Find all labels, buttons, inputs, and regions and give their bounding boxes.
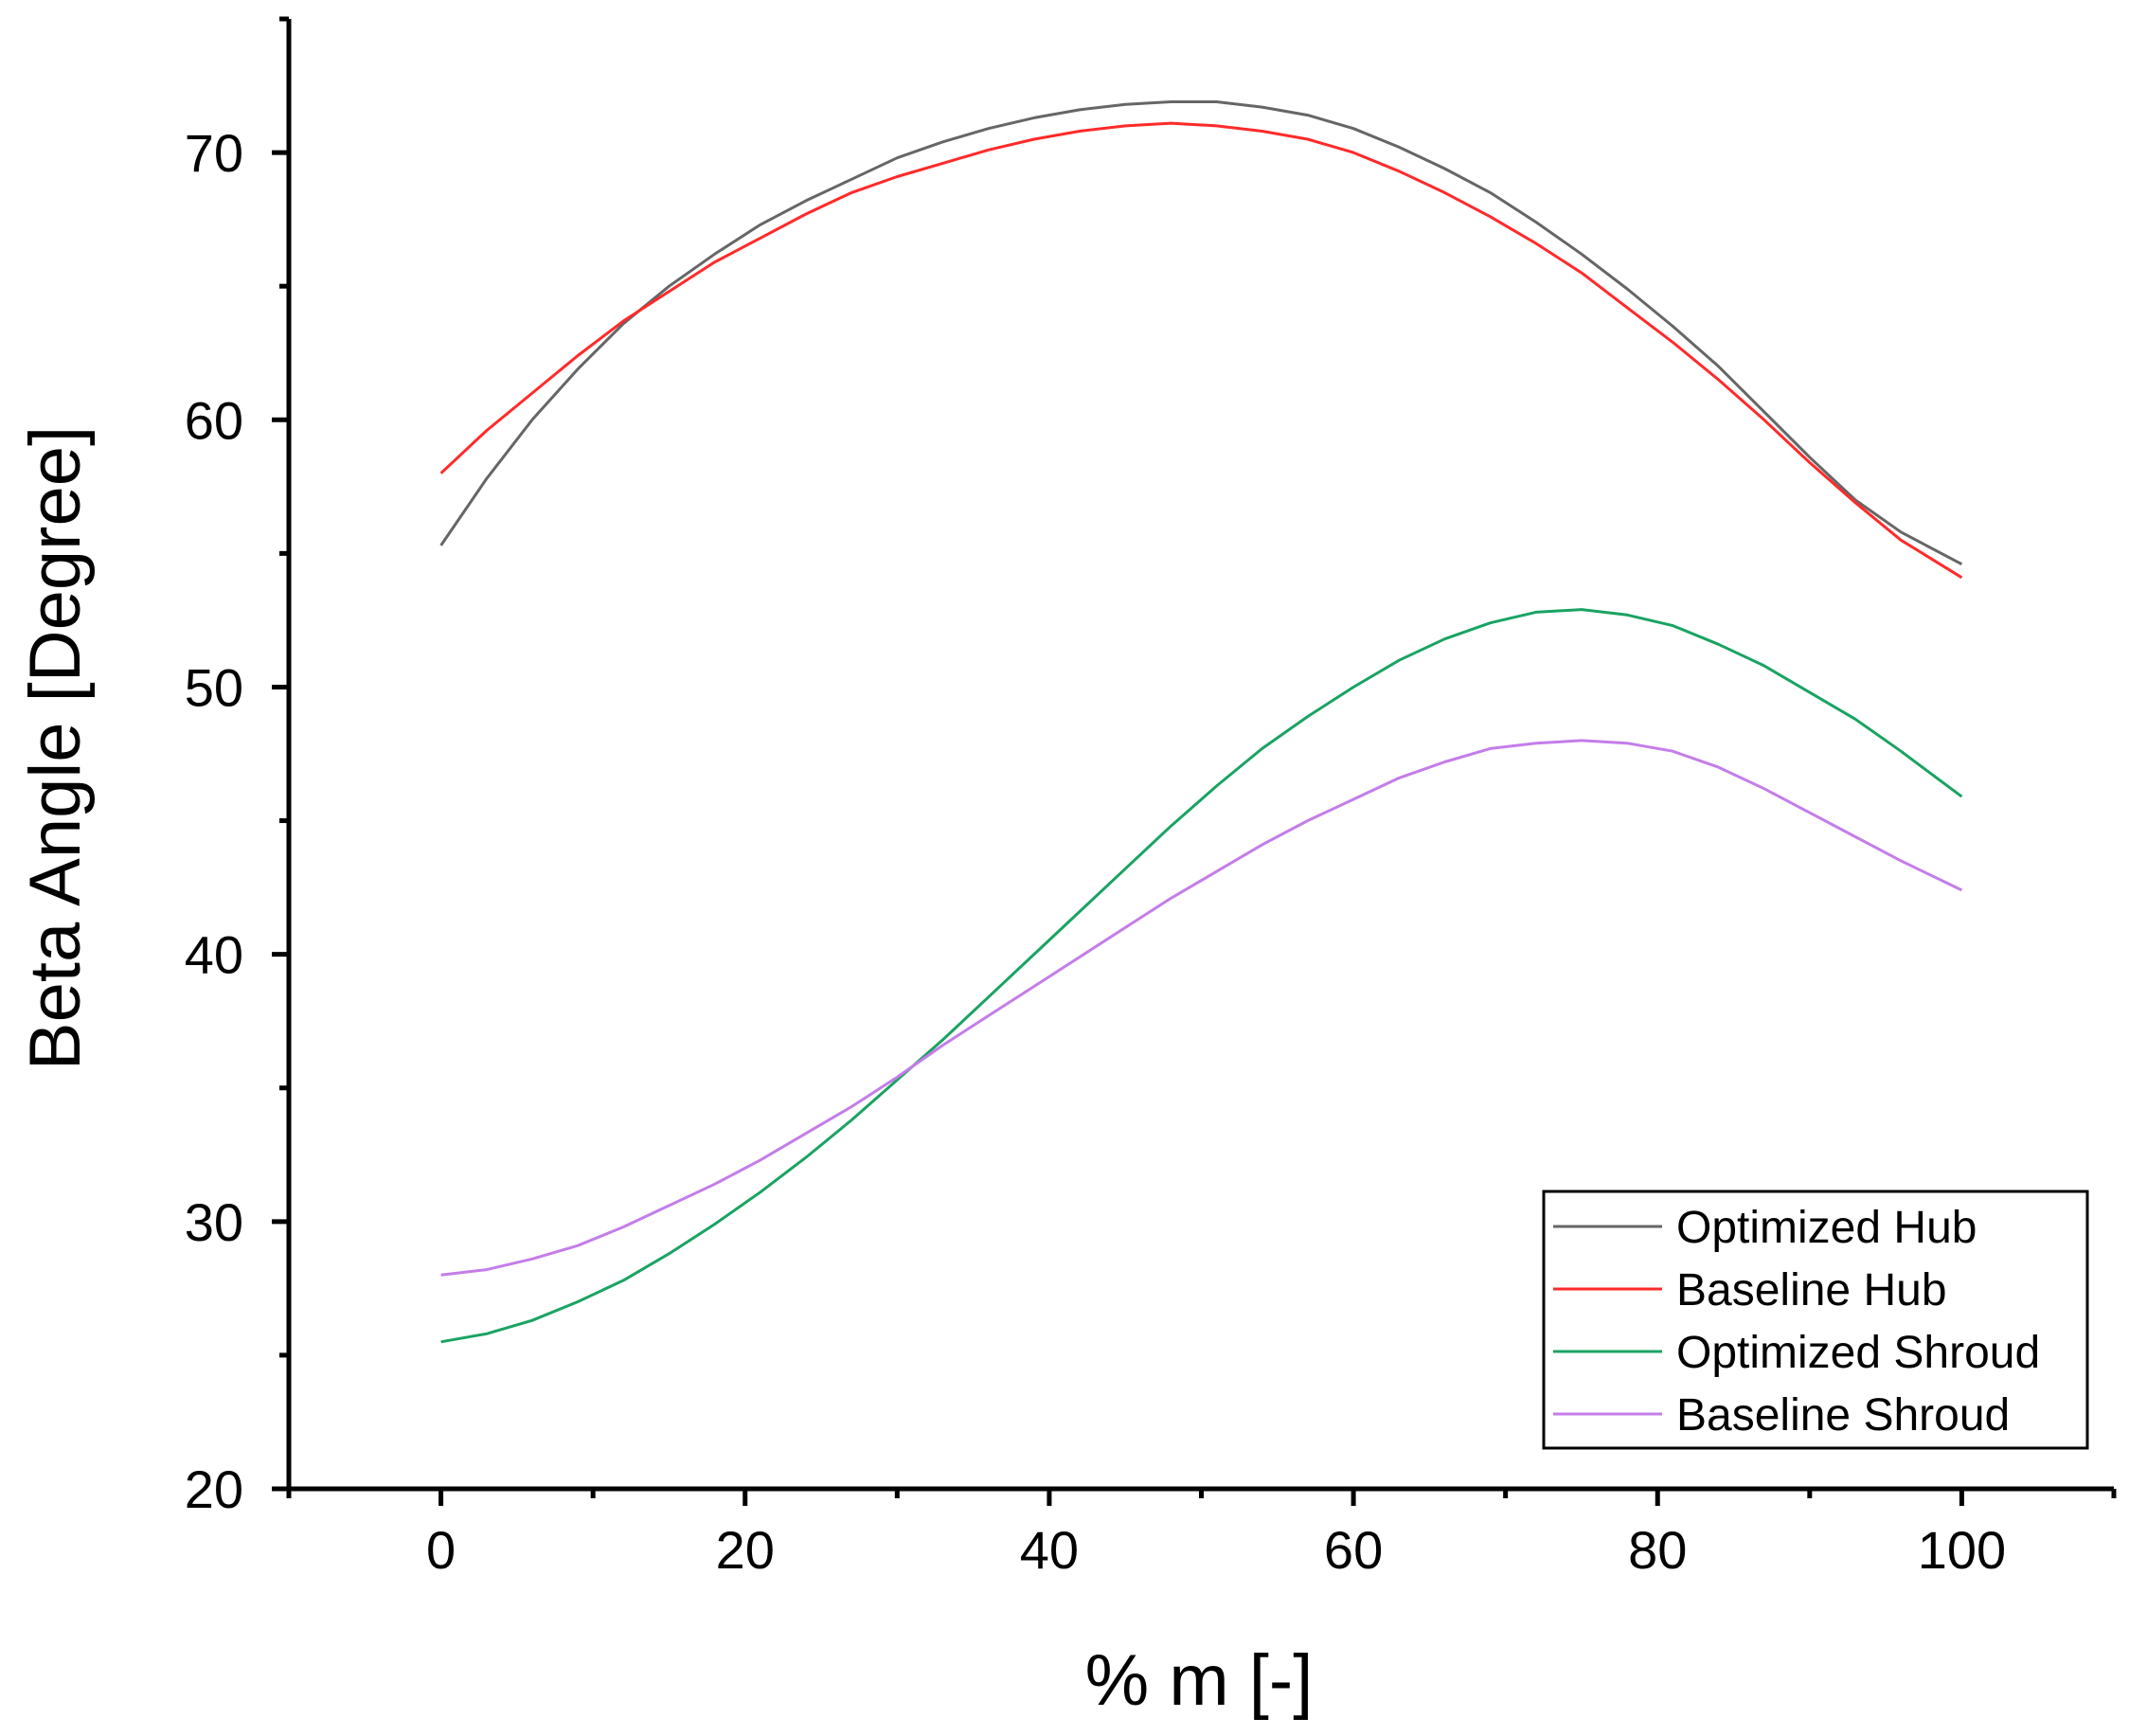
x-tick-label: 20 — [716, 1520, 775, 1580]
y-tick-label: 50 — [185, 657, 243, 717]
ticks-layer: 0 20 40 60 80 100 20 30 40 50 60 70 — [185, 16, 2117, 1580]
y-axis-title: Beta Angle [Degree] — [15, 426, 96, 1070]
y-tick-label: 40 — [185, 925, 243, 985]
x-tick-label: 80 — [1628, 1520, 1687, 1580]
x-tick-label: 0 — [426, 1520, 456, 1580]
y-tick-label: 70 — [185, 123, 243, 183]
legend-box — [1542, 1190, 2089, 1450]
y-tick-label: 20 — [185, 1459, 243, 1519]
x-axis-title: % m [-] — [1085, 1640, 1314, 1721]
legend-label-optimized-shroud: Optimized Shroud — [1676, 1328, 2040, 1378]
legend: Optimized Hub Baseline Hub Optimized Shrou… — [1542, 1190, 2089, 1450]
legend-label-baseline-hub: Baseline Hub — [1676, 1265, 1947, 1315]
legend-label-baseline-shroud: Baseline Shroud — [1676, 1390, 2010, 1441]
y-tick-label: 30 — [185, 1192, 243, 1252]
legend-label-optimized-hub: Optimized Hub — [1676, 1203, 1977, 1253]
series-line-optimized-shroud — [440, 608, 1963, 1344]
x-tick-label: 40 — [1020, 1520, 1079, 1580]
series-line-optimized-hub — [439, 100, 1963, 566]
series-line-baseline-shroud — [440, 739, 1963, 1277]
x-tick-label: 60 — [1324, 1520, 1383, 1580]
x-tick-label: 100 — [1918, 1520, 2006, 1580]
series-layer — [439, 100, 1963, 1344]
y-tick-label: 60 — [185, 390, 243, 450]
series-line-baseline-hub — [439, 121, 1963, 580]
